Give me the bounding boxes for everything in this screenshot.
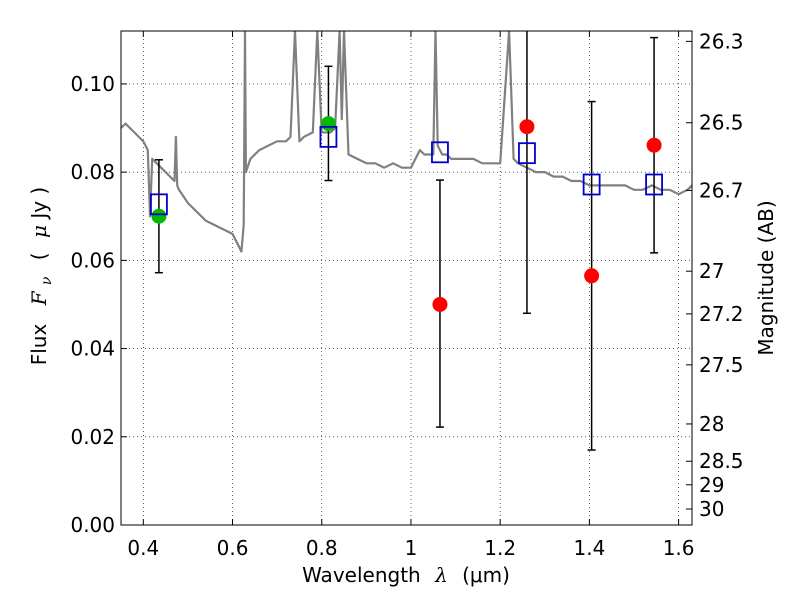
x-axis-label-text: Wavelength [302,563,421,587]
y2-tick-label: 30 [699,497,724,521]
x-axis-label: Wavelength λ (μm) [302,563,510,587]
x-tick-label: 1.2 [484,536,516,560]
model-flux-point-2 [431,141,449,164]
x-tick-label: 1 [405,536,418,560]
grid-lines [121,31,692,526]
y-tick-label: 0.00 [70,513,115,537]
data-point-0-0 [151,208,167,224]
data-point-0-1 [320,116,336,132]
y-tick-label: 0.10 [70,72,115,96]
y2-tick-label: 26.7 [699,178,744,202]
x-tick-label: 0.8 [306,536,338,560]
y2-tick-label: 27 [699,259,724,283]
axis-ticks: 0.4 0.6 0.8 1 1.2 1.4 1.6 0.00 0.02 0.04 0.06 0.08 0… [70,29,743,560]
y-axis-label-subscript: ν [39,276,55,285]
y-tick-label: 0.08 [70,160,115,184]
y-tick-label: 0.06 [70,248,115,272]
x-tick-label: 0.4 [127,536,159,560]
plot-frame [120,30,693,526]
data-point-1-3 [646,137,662,153]
data-point-1-1 [519,119,535,135]
y-axis-label-unit-open: ( [27,252,51,260]
y2-tick-label: 27.5 [699,353,744,377]
y-axis-label-unit-mu: μ [27,225,51,238]
model-flux-point-5 [645,173,663,196]
y-axis-label: Flux F ν ( μ Jy ) [27,187,56,366]
data-point-1-2 [584,268,600,284]
y2-axis-label: Magnitude (AB) [754,200,778,355]
y-axis-label-text: Flux [27,324,51,366]
y-axis-label-symbol: F [27,290,51,306]
y2-tick-label: 28 [699,412,724,436]
x-tick-label: 1.4 [573,536,605,560]
model-flux-point-4 [582,173,601,196]
model-spectrum-line [121,31,692,253]
y2-tick-label: 27.2 [699,302,744,326]
model-flux-point-1 [319,125,338,148]
y2-tick-label: 26.5 [699,111,744,135]
y-axis-label-unit-rest: Jy ) [27,187,51,221]
model-flux-point-0 [150,193,168,216]
model-flux-point-3 [518,142,536,165]
y2-tick-label: 28.5 [699,449,744,473]
x-axis-label-unit: (μm) [462,563,510,587]
x-tick-label: 1.6 [663,536,695,560]
y-tick-label: 0.02 [70,425,115,449]
data-point-1-0 [432,296,448,312]
y2-tick-label: 26.3 [699,29,744,53]
plot-area [121,31,692,451]
x-tick-label: 0.6 [217,536,249,560]
x-axis-label-symbol: λ [434,563,448,587]
y2-tick-label: 29 [699,473,724,497]
y-tick-label: 0.04 [70,337,115,361]
